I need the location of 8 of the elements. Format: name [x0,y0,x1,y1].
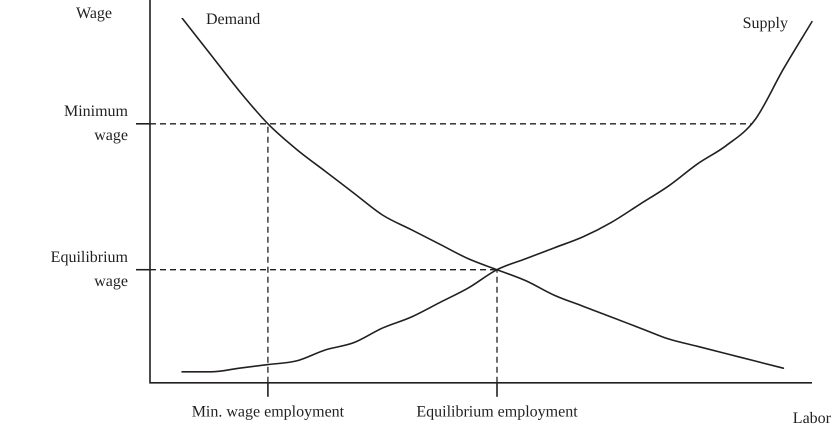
x-tick-label: Equilibrium employment [416,404,578,421]
ref-line-label: Minimum wage [64,102,129,144]
ref-line-label: Equilibrium wage [50,248,129,290]
series-label: Supply [742,14,788,32]
y-axis-title: Wage [76,5,112,22]
series-label: Demand [206,11,260,28]
x-tick-label: Min. wage employment [192,404,345,421]
x-axis-title: Labor [792,410,832,428]
